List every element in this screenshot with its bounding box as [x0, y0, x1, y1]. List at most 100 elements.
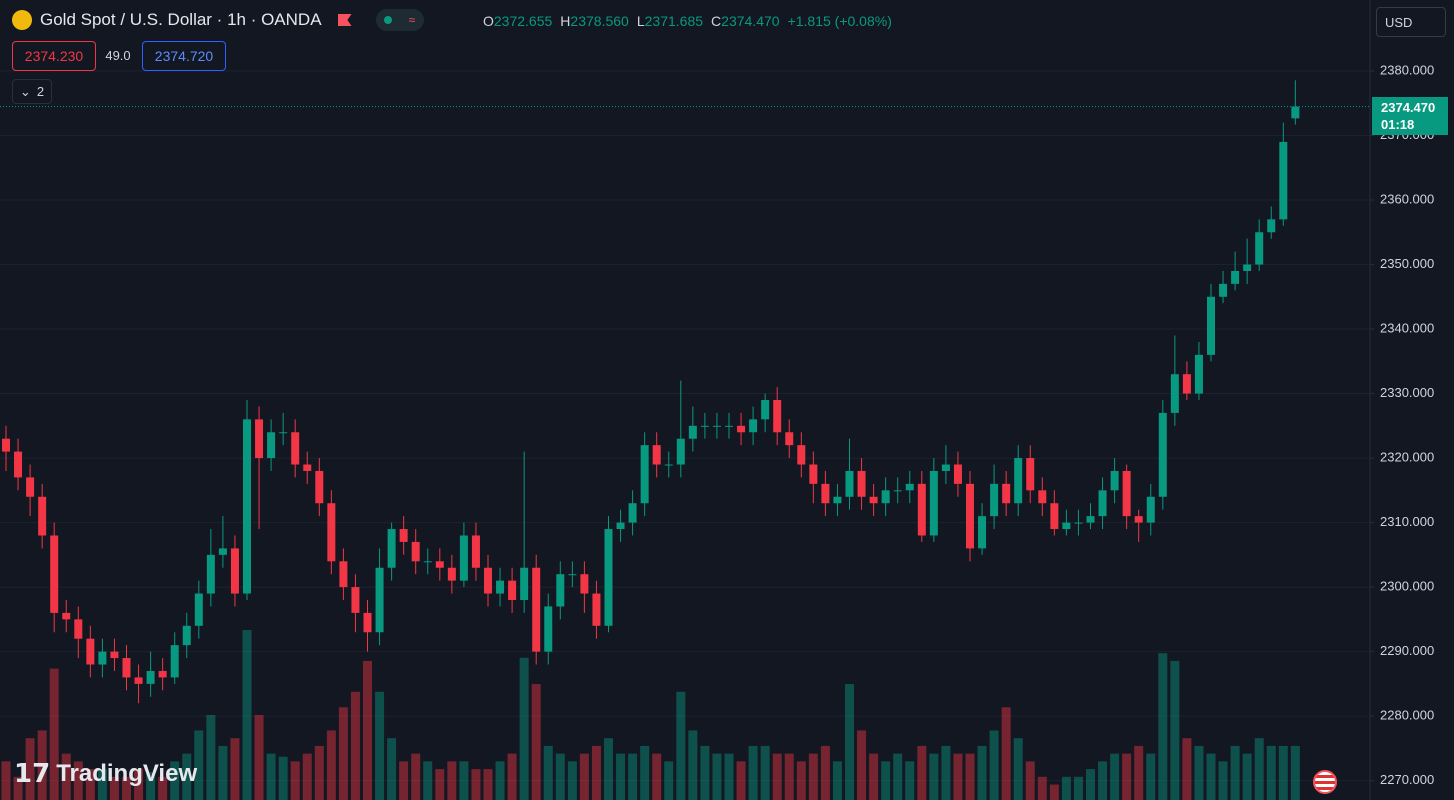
volume-bar — [134, 769, 144, 800]
volume-bar — [893, 753, 903, 800]
candle-body — [737, 425, 746, 433]
y-tick-label: 2380.000 — [1380, 62, 1434, 77]
sell-button[interactable]: 2374.230 — [12, 41, 96, 71]
candle-body — [652, 445, 661, 465]
ohlc-legend: O 2372.655 H 2378.560 L 2371.685 C 2374.470 … — [483, 13, 900, 29]
volume-bar — [49, 668, 59, 800]
volume-bar — [242, 630, 252, 800]
volume-bar — [411, 753, 421, 800]
volume-bar — [266, 753, 276, 800]
volume-bar — [784, 753, 794, 800]
symbol-header[interactable]: Gold Spot / U.S. Dollar · 1h · OANDA ≈ — [12, 9, 424, 31]
volume-bar — [555, 753, 565, 800]
y-tick-label: 2310.000 — [1380, 514, 1434, 529]
candle-body — [267, 432, 276, 459]
ohlc-key: O — [483, 13, 494, 29]
candle-body — [1014, 458, 1023, 504]
candle-body — [580, 574, 589, 594]
volume-bar — [1182, 738, 1192, 800]
candle-body — [1050, 503, 1059, 530]
volume-bar — [1086, 769, 1095, 800]
volume-bar — [495, 761, 505, 800]
volume-bar — [688, 730, 698, 800]
events-flag[interactable] — [1313, 770, 1337, 794]
candle-body — [1243, 264, 1252, 271]
volume-bar — [471, 769, 481, 800]
volume-bar — [399, 761, 409, 800]
volume-bar — [314, 745, 324, 800]
volume-bar — [857, 730, 867, 800]
candle-body — [1026, 458, 1035, 491]
volume-bar — [953, 753, 963, 800]
volume-bar — [254, 715, 264, 800]
watermark[interactable]: 𝟭𝟳 TradingView — [14, 758, 198, 788]
symbol-icon — [12, 10, 32, 30]
buy-button[interactable]: 2374.720 — [142, 41, 226, 71]
volume-bar — [435, 769, 445, 800]
candle-body — [146, 670, 155, 684]
candle-body — [2, 438, 10, 452]
currency-select[interactable]: USD — [1376, 7, 1446, 37]
candle-body — [1170, 374, 1179, 413]
candle-body — [664, 464, 673, 466]
volume-bar — [772, 753, 782, 800]
candle-body — [98, 651, 107, 665]
candle-body — [749, 419, 758, 433]
volume-bar — [25, 738, 35, 800]
volume-bar — [519, 657, 529, 800]
candle-body — [1267, 219, 1276, 233]
candle-body — [1219, 283, 1228, 297]
volume-bar — [1290, 745, 1300, 800]
candle-body — [1182, 374, 1191, 394]
y-tick-label: 2280.000 — [1380, 708, 1434, 723]
volume-bar — [1266, 745, 1276, 800]
volume-bar — [1061, 776, 1071, 800]
volume-bar — [676, 691, 686, 800]
candle-body — [990, 483, 999, 517]
candle-body — [387, 529, 396, 568]
candle-body — [941, 464, 950, 471]
candle-body — [50, 535, 59, 613]
volume-bar — [664, 761, 674, 800]
y-tick-label: 2270.000 — [1380, 772, 1434, 787]
volume-bar — [1278, 745, 1288, 800]
candle-body — [1038, 490, 1047, 504]
volume-bar — [616, 753, 626, 800]
candle-body — [315, 470, 324, 504]
volume-bar — [845, 684, 854, 800]
candle-body — [845, 470, 854, 497]
candle-body — [351, 587, 360, 613]
volume-bar — [1001, 707, 1011, 800]
candle-body — [375, 567, 384, 633]
candle-body — [761, 400, 770, 420]
y-tick-label: 2330.000 — [1380, 385, 1434, 400]
candle-body — [471, 535, 480, 568]
volume-bar — [1194, 745, 1204, 800]
ohlc-value: 2372.655 — [493, 13, 553, 29]
status-pill[interactable]: ≈ — [375, 9, 424, 31]
volume-bar — [1110, 753, 1120, 800]
volume-bar — [1037, 776, 1047, 800]
volume-bar — [1170, 660, 1180, 800]
candle-body — [399, 529, 408, 542]
flag-icon[interactable] — [337, 14, 352, 26]
candle-body — [1291, 106, 1300, 119]
volume-bar — [917, 745, 927, 800]
candle-body — [568, 574, 577, 576]
volume-bar — [338, 707, 348, 800]
candle-body — [640, 445, 649, 504]
y-tick-label: 2340.000 — [1380, 320, 1434, 335]
volume-bar — [832, 761, 842, 800]
candle-body — [1074, 522, 1083, 524]
last-price-tag: 2374.470 01:18 — [1372, 97, 1448, 135]
candle-body — [1062, 522, 1071, 530]
indicators-toggle[interactable]: ⌄ 2 — [12, 79, 52, 104]
volume-bar — [941, 745, 951, 800]
candle-body — [327, 503, 336, 562]
volume-bar — [290, 761, 300, 800]
volume-bar — [531, 684, 541, 800]
ohlc-key: H — [560, 13, 571, 29]
candle-body — [230, 548, 239, 594]
candle-body — [712, 425, 721, 427]
